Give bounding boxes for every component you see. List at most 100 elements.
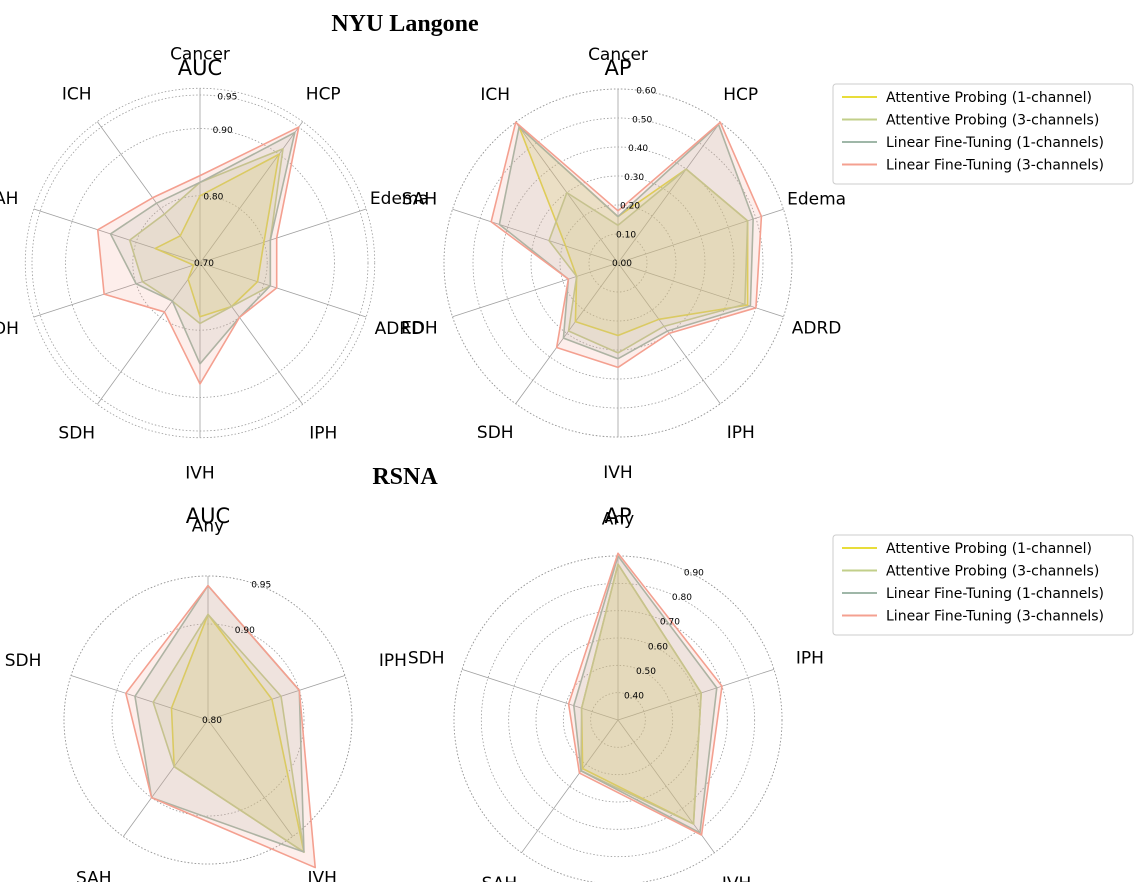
tick-label: 0.70 [660, 618, 680, 628]
tick-label: 0.40 [624, 691, 644, 701]
spoke-sdh [461, 668, 619, 721]
axis-label-ich: ICH [62, 84, 92, 104]
spoke-ivh [617, 719, 715, 853]
axis-label-adrd: ADRD [375, 319, 425, 339]
chart-title: AP [604, 504, 631, 528]
series-linear-fine-tuning-3-channels [125, 584, 317, 869]
axis-label-iph: IPH [727, 423, 755, 443]
axis-label-hcp: HCP [306, 84, 341, 104]
series-linear-fine-tuning-3-channels [490, 121, 763, 369]
legend-label-attentive-probing-3-channels: Attentive Probing (3-channels) [886, 113, 1099, 129]
spoke-sah [123, 719, 209, 837]
legend-box [832, 83, 1134, 185]
series-attentive-probing-3-channels [548, 168, 749, 354]
axis-label-sdh: SDH [5, 651, 42, 671]
tick-label: 0.80 [672, 593, 692, 603]
tick-label: 0.90 [213, 126, 233, 136]
tick-label: 0.80 [202, 716, 222, 726]
spoke-hcp [617, 121, 721, 264]
axis-label-cancer: Cancer [170, 44, 230, 64]
spoke-iph [199, 262, 304, 405]
legend-label-attentive-probing-3-channels: Attentive Probing (3-channels) [886, 564, 1099, 580]
tick-label: 0.70 [194, 259, 214, 269]
axis-label-adrd: ADRD [792, 319, 842, 339]
tick-label: 0.60 [636, 87, 656, 97]
legend-label-linear-fine-tuning-3-channels: Linear Fine-Tuning (3-channels) [886, 609, 1104, 625]
radar-chart-rsna-ap: AP 0.40 0.50 0.60 0.70 0.80 0.90 Any IPH IVH SAH SD… [408, 504, 824, 882]
radar-chart-rsna-auc: AUC 0.80 0.90 0.95 Any IPH IVH SAH SDH [5, 504, 407, 882]
tick-label: 0.20 [620, 202, 640, 212]
series-linear-fine-tuning-1-channels [498, 123, 754, 360]
spoke-sah [33, 208, 201, 264]
axis-label-sah: SAH [76, 868, 112, 882]
axis-label-hcp: HCP [723, 85, 758, 105]
grid-ring [530, 175, 706, 351]
grid-ring [559, 204, 677, 322]
axis-label-iph: IPH [796, 649, 824, 669]
axis-label-sah: SAH [482, 874, 518, 882]
legend-label-attentive-probing-1-channel: Attentive Probing (1-channel) [886, 541, 1092, 557]
tick-label: 0.60 [648, 642, 668, 652]
series-attentive-probing-3-channels [152, 613, 305, 853]
spoke-adrd [199, 262, 367, 318]
grid-ring [590, 692, 646, 748]
chart-title: AUC [178, 56, 222, 80]
spoke-sdh [515, 262, 619, 405]
spoke-sdh [70, 675, 209, 721]
tick-label: 0.90 [235, 626, 255, 636]
tick-label: 0.50 [636, 667, 656, 677]
series-linear-fine-tuning-1-channels [573, 555, 718, 834]
axis-label-ivh: IVH [308, 868, 337, 882]
section-title-rsna: RSNA [372, 464, 438, 490]
spoke-edema [617, 208, 784, 264]
chart-title: AUC [186, 504, 230, 528]
series-linear-fine-tuning-1-channels [109, 131, 296, 365]
tick-label: 0.30 [624, 173, 644, 183]
tick-label: 0.40 [628, 144, 648, 154]
legend-nyu: Attentive Probing (1-channel) Attentive P… [832, 83, 1134, 185]
legend-label-linear-fine-tuning-1-channels: Linear Fine-Tuning (1-channels) [886, 135, 1104, 151]
grid-ring [588, 233, 648, 293]
spoke-ich [96, 121, 201, 264]
series-attentive-probing-1-channel [154, 153, 280, 318]
axis-label-ivh: IVH [185, 464, 214, 484]
spoke-sah [452, 208, 619, 264]
spoke-sah [521, 719, 619, 853]
chart-title: AP [604, 56, 631, 80]
outer-ring [63, 575, 353, 865]
spoke-iph [617, 668, 775, 721]
tick-label: 0.50 [632, 115, 652, 125]
spoke-edh [452, 262, 619, 318]
grid-ring [480, 582, 756, 858]
outer-ring [453, 555, 783, 882]
axis-label-ich: ICH [480, 85, 510, 105]
legend-rsna: Attentive Probing (1-channel) Attentive P… [832, 534, 1134, 636]
axis-label-any: Any [192, 517, 224, 537]
spoke-iph [207, 675, 346, 721]
axis-label-iph: IPH [309, 424, 337, 444]
axis-label-iph: IPH [379, 651, 407, 671]
axis-label-sdh: SDH [408, 649, 445, 669]
axis-label-ivh: IVH [722, 874, 751, 882]
spoke-edema [199, 208, 367, 264]
tick-label: 0.95 [217, 93, 237, 103]
axis-label-sah: SAH [0, 189, 18, 209]
axis-label-sdh: SDH [58, 424, 95, 444]
axis-label-edema: Edema [787, 189, 846, 209]
section-title-nyu: NYU Langone [331, 11, 479, 37]
tick-label: 0.80 [203, 192, 223, 202]
axis-label-edema: Edema [370, 189, 429, 209]
axis-label-edh: EDH [0, 319, 19, 339]
radar-chart-nyu-auc: AUC 0.70 0.80 0.90 0.95 Cancer HCP Edema ADRD IPH… [0, 44, 429, 483]
legend-label-linear-fine-tuning-3-channels: Linear Fine-Tuning (3-channels) [886, 158, 1104, 174]
tick-label: 0.10 [616, 230, 636, 240]
axis-label-cancer: Cancer [588, 45, 648, 65]
spoke-edh [33, 262, 201, 318]
legend-label-attentive-probing-1-channel: Attentive Probing (1-channel) [886, 90, 1092, 106]
spoke-sdh [96, 262, 201, 405]
legend-box [832, 534, 1134, 636]
radar-chart-nyu-ap: AP 0.00 0.10 0.20 0.30 0.40 0.50 0.60 Cancer HCP E… [401, 45, 846, 483]
legend-label-linear-fine-tuning-1-channels: Linear Fine-Tuning (1-channels) [886, 586, 1104, 602]
tick-label: 0.90 [684, 569, 704, 579]
